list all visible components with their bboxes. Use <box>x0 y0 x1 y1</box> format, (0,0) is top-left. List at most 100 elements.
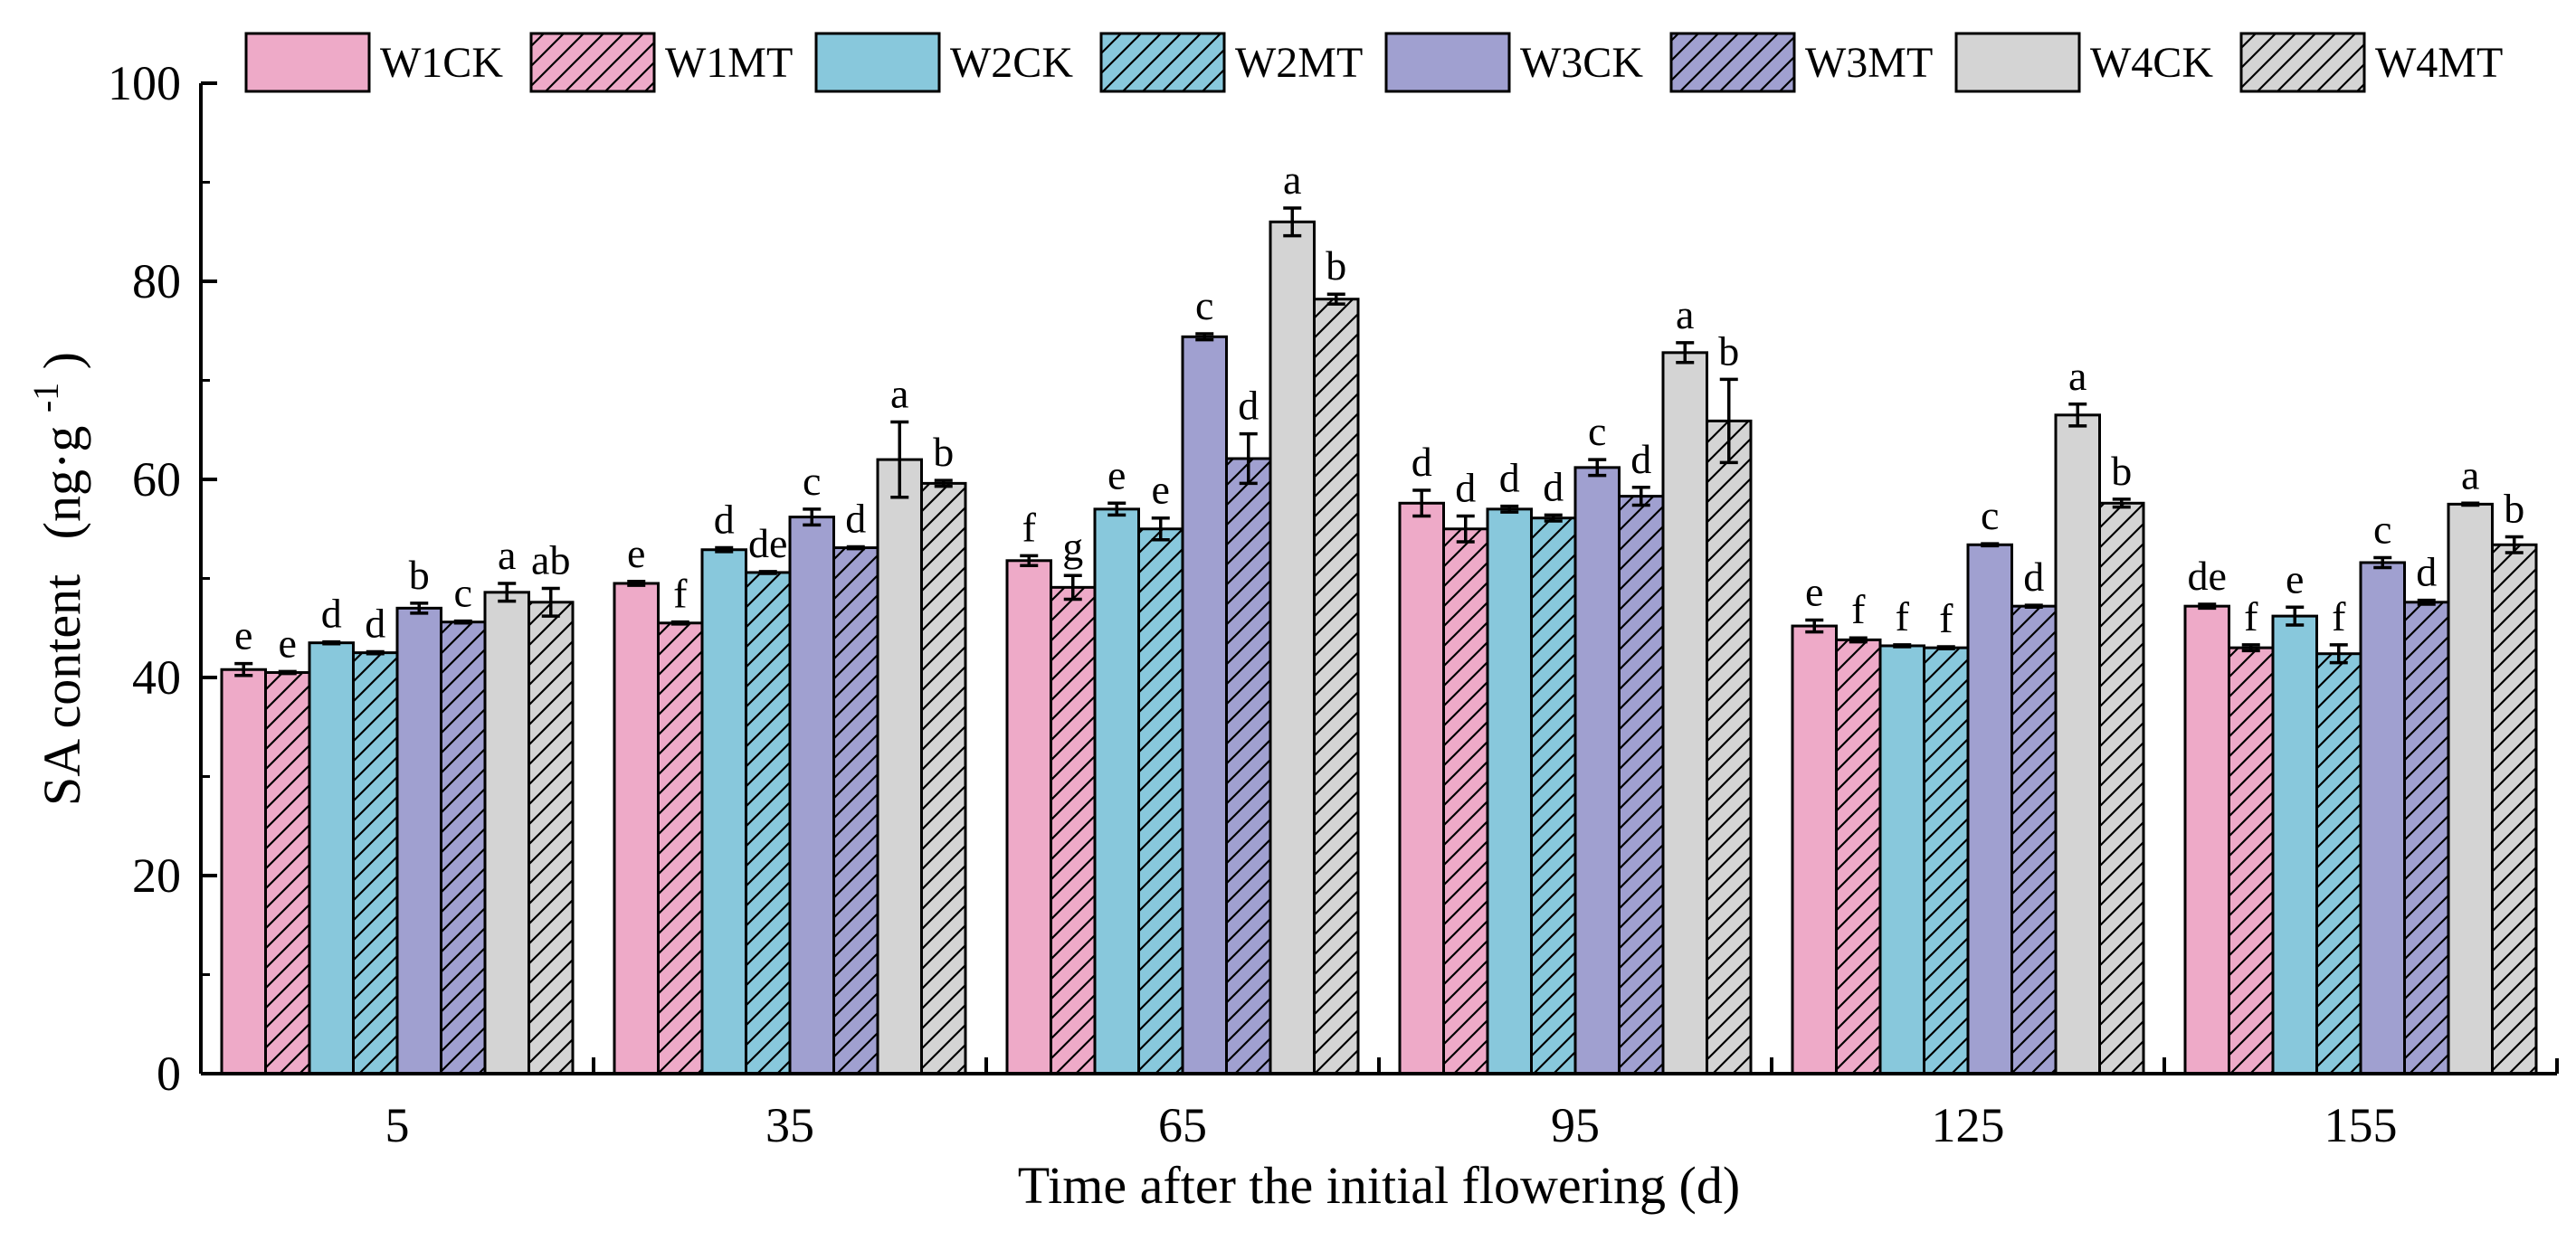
significance-label: d <box>845 495 866 541</box>
bar <box>1878 644 1925 1075</box>
y-tick-label: 100 <box>108 56 181 110</box>
significance-label: b <box>2111 448 2132 494</box>
legend-label: W4CK <box>2090 39 2213 87</box>
significance-label: f <box>1896 593 1910 639</box>
bar <box>352 651 399 1075</box>
legend-label: W2CK <box>950 39 1073 87</box>
bar <box>1573 466 1621 1075</box>
bar <box>788 516 835 1075</box>
x-ticks-group: 5 35 65 95 125 155 <box>385 1057 2398 1152</box>
legend-label: W1MT <box>665 39 793 87</box>
x-tick-label: 5 <box>385 1098 410 1152</box>
significance-label: d <box>1499 455 1520 501</box>
bar <box>1093 507 1140 1075</box>
bar <box>1835 638 1882 1075</box>
legend-item: W2CK <box>814 32 1073 93</box>
significance-label: c <box>1195 282 1213 328</box>
bar <box>613 582 660 1075</box>
y-axis-title: SA content (ng·g -1 ) <box>25 352 91 806</box>
bar <box>2010 604 2058 1075</box>
bar <box>1050 585 1097 1075</box>
bar <box>1313 298 1360 1075</box>
significance-label: a <box>2461 451 2479 497</box>
significance-label: f <box>2244 593 2258 639</box>
significance-label: a <box>1676 291 1694 337</box>
legend-item: W4MT <box>2239 32 2503 93</box>
significance-label: de <box>748 520 787 566</box>
bar <box>2359 561 2406 1075</box>
significance-label: f <box>1851 586 1866 632</box>
bar <box>483 591 530 1075</box>
y-axis-title-close: ) <box>33 352 91 369</box>
bar <box>220 668 267 1075</box>
significance-label: f <box>1939 595 1953 641</box>
significance-label: g <box>1062 524 1083 570</box>
significance-label: e <box>279 620 297 666</box>
bar <box>308 641 355 1075</box>
bar <box>1923 646 1970 1075</box>
x-axis-title: Time after the initial flowering (d) <box>1018 1156 1740 1215</box>
legend-swatch <box>1099 32 1226 93</box>
bar <box>2054 413 2101 1075</box>
significance-label: e <box>1152 467 1170 513</box>
significance-label: d <box>1238 383 1259 429</box>
bar <box>1005 559 1052 1075</box>
bar <box>1398 501 1445 1075</box>
legend-label: W1CK <box>380 39 503 87</box>
bar <box>1181 335 1228 1075</box>
x-tick-label: 95 <box>1551 1098 1600 1152</box>
x-tick-label: 125 <box>1932 1098 2005 1152</box>
significance-label: b <box>1326 242 1346 289</box>
significance-label: b <box>1718 327 1739 374</box>
legend-swatch <box>1384 32 1511 93</box>
legend-label: W3CK <box>1520 39 1643 87</box>
significance-label: e <box>234 612 252 658</box>
bar <box>1269 220 1316 1075</box>
bar <box>1530 516 1577 1075</box>
significance-label: e <box>1107 451 1126 497</box>
bars-group <box>220 220 2538 1075</box>
y-tick-label: 20 <box>132 848 181 903</box>
legend-swatch <box>1669 32 1796 93</box>
bar <box>2447 502 2494 1075</box>
y-axis-title-unit: (ng·g <box>33 426 91 540</box>
x-tick-label: 155 <box>2324 1098 2398 1152</box>
legend-swatch <box>529 32 656 93</box>
bar <box>264 671 311 1075</box>
legend-swatch <box>1954 32 2081 93</box>
legend-item: W2MT <box>1099 32 1363 93</box>
significance-label: d <box>2416 549 2437 595</box>
significance-label: c <box>2373 507 2391 553</box>
legend-item: W1CK <box>244 32 503 93</box>
bar <box>2315 652 2362 1075</box>
significance-label: a <box>498 532 516 578</box>
significance-label: d <box>365 601 385 647</box>
bar <box>2271 614 2318 1075</box>
bar <box>2098 501 2145 1075</box>
y-tick-label: 0 <box>157 1047 181 1101</box>
bar <box>1442 527 1489 1075</box>
bar <box>2491 543 2538 1075</box>
y-axis-title-main: SA content <box>33 574 91 806</box>
bar <box>528 601 575 1075</box>
significance-label: d <box>321 591 342 637</box>
significance-label: a <box>890 370 908 416</box>
significance-label: de <box>2188 553 2227 599</box>
legend-label: W3MT <box>1805 39 1933 87</box>
bar <box>1137 527 1184 1075</box>
bar <box>2183 604 2230 1075</box>
significance-label: e <box>2286 555 2304 602</box>
significance-label: d <box>1412 439 1432 485</box>
y-tick-label: 80 <box>132 254 181 308</box>
significance-label: e <box>1805 568 1823 614</box>
x-tick-label: 65 <box>1158 1098 1207 1152</box>
significance-label: c <box>803 458 821 504</box>
bar <box>440 620 487 1075</box>
significance-label: d <box>1543 463 1564 509</box>
y-axis-title-sup: -1 <box>25 383 66 412</box>
legend-swatch <box>814 32 941 93</box>
significance-label: d <box>2023 554 2044 600</box>
